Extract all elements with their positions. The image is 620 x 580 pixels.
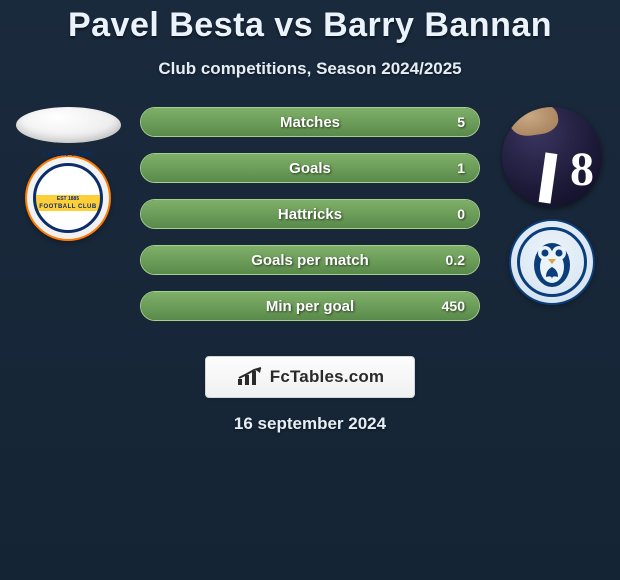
brand-bars-icon <box>236 367 264 387</box>
stat-bar-goals: Goals1 <box>140 153 480 183</box>
stats-bars: Matches5Goals1Hattricks0Goals per match0… <box>140 107 480 337</box>
stat-label: Min per goal <box>141 292 479 320</box>
stat-label: Matches <box>141 108 479 136</box>
club1-name-top: LUTON TOWN <box>43 151 93 158</box>
player1-photo <box>16 107 121 143</box>
club1-name-bottom: FOOTBALL CLUB <box>39 204 96 210</box>
stat-value-right: 5 <box>457 108 465 136</box>
owl-icon <box>511 221 593 303</box>
right-player-column: 8 <box>492 107 612 305</box>
footer-area: FcTables.com 16 september 2024 <box>0 352 620 434</box>
player2-photo: 8 <box>502 107 602 207</box>
page-title: Pavel Besta vs Barry Bannan <box>0 0 620 45</box>
stat-bar-hattricks: Hattricks0 <box>140 199 480 229</box>
stat-bar-min-per-goal: Min per goal450 <box>140 291 480 321</box>
date-text: 16 september 2024 <box>0 414 620 434</box>
stat-label: Hattricks <box>141 200 479 228</box>
club1-est: EST 1885 <box>57 196 79 202</box>
stat-value-right: 450 <box>442 292 465 320</box>
player2-shirt-stripe <box>539 152 558 203</box>
brand-badge: FcTables.com <box>205 356 415 398</box>
club1-text: LUTON TOWN EST 1885 FOOTBALL CLUB <box>27 157 109 239</box>
stat-value-right: 0.2 <box>446 246 465 274</box>
subtitle: Club competitions, Season 2024/2025 <box>0 59 620 79</box>
player2-skin <box>508 107 560 138</box>
player2-club-badge <box>509 219 595 305</box>
left-player-column: LUTON TOWN EST 1885 FOOTBALL CLUB <box>8 107 128 241</box>
player1-club-badge: LUTON TOWN EST 1885 FOOTBALL CLUB <box>25 155 111 241</box>
stat-label: Goals <box>141 154 479 182</box>
player2-shirt-number: 8 <box>570 142 594 197</box>
stat-value-right: 0 <box>457 200 465 228</box>
stat-value-right: 1 <box>457 154 465 182</box>
brand-text: FcTables.com <box>270 367 385 387</box>
stat-bar-goals-per-match: Goals per match0.2 <box>140 245 480 275</box>
stat-label: Goals per match <box>141 246 479 274</box>
stat-bar-matches: Matches5 <box>140 107 480 137</box>
